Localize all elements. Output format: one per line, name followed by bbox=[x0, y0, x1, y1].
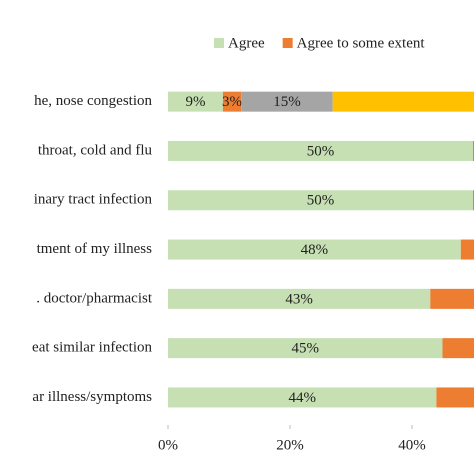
data-label: 50% bbox=[307, 143, 335, 159]
bar-segment bbox=[168, 338, 443, 359]
bar-segment bbox=[442, 338, 474, 359]
y-tick-label: throat, cold and flu bbox=[38, 142, 153, 158]
y-tick-label: . doctor/pharmacist bbox=[36, 290, 153, 306]
data-label: 50% bbox=[307, 193, 335, 209]
bar-segment bbox=[168, 190, 473, 211]
bar-segment bbox=[168, 91, 223, 112]
bar-segment bbox=[241, 91, 333, 112]
y-tick-label: he, nose congestion bbox=[34, 93, 152, 109]
data-label: 43% bbox=[285, 291, 313, 307]
legend-label: Agree to some extent bbox=[297, 35, 426, 51]
plot-area: 9%3%15%50%26%50%48%43%45%44% bbox=[168, 91, 474, 408]
data-label: 15% bbox=[273, 94, 301, 110]
legend-swatch bbox=[282, 38, 293, 48]
x-tick-label: 40% bbox=[398, 437, 426, 453]
bar-segment bbox=[430, 288, 474, 309]
x-tick-label: 0% bbox=[158, 437, 178, 453]
data-label: 9% bbox=[185, 94, 205, 110]
y-tick-label: ar illness/symptoms bbox=[32, 389, 152, 405]
bar-segment bbox=[168, 288, 431, 309]
bar-segment bbox=[168, 239, 461, 260]
data-label: 45% bbox=[292, 341, 320, 357]
y-tick-label: tment of my illness bbox=[37, 241, 153, 257]
data-label: 3% bbox=[222, 94, 242, 110]
bar-segment bbox=[168, 140, 473, 161]
bar-segment bbox=[436, 387, 474, 408]
data-label: 44% bbox=[288, 390, 316, 406]
bar-segment bbox=[332, 91, 474, 112]
bar-segment bbox=[222, 91, 242, 112]
data-label: 48% bbox=[301, 242, 329, 258]
y-tick-label: inary tract infection bbox=[34, 192, 153, 208]
legend-swatch bbox=[214, 38, 224, 48]
bar-segment bbox=[460, 239, 474, 260]
x-tick-label: 20% bbox=[276, 437, 304, 453]
legend-label: Agree bbox=[228, 35, 265, 51]
y-tick-label: eat similar infection bbox=[32, 340, 152, 356]
bar-segment bbox=[168, 387, 437, 408]
